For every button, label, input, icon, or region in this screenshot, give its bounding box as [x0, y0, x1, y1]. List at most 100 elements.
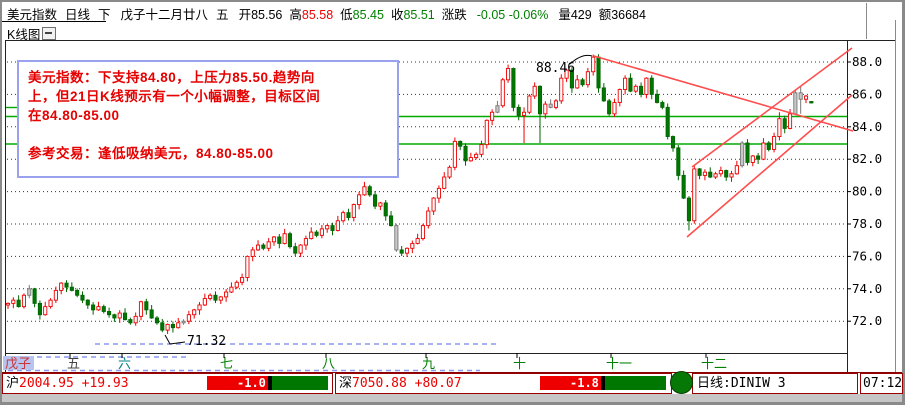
x-axis-label[interactable]: 十二	[701, 356, 727, 371]
candle[interactable]	[181, 319, 186, 325]
candle[interactable]	[506, 64, 511, 83]
candle[interactable]	[436, 185, 441, 203]
candle[interactable]	[782, 115, 787, 134]
candle[interactable]	[713, 171, 718, 179]
candle[interactable]	[676, 144, 681, 181]
candle[interactable]	[644, 77, 649, 99]
candle[interactable]	[101, 304, 106, 314]
candle[interactable]	[75, 288, 80, 298]
candle[interactable]	[314, 230, 319, 238]
candle[interactable]	[213, 291, 218, 304]
candle[interactable]	[394, 223, 399, 252]
candle[interactable]	[809, 101, 814, 104]
candle[interactable]	[543, 101, 548, 119]
candle[interactable]	[53, 286, 58, 304]
candle[interactable]	[521, 107, 527, 143]
candle[interactable]	[601, 83, 606, 102]
candle[interactable]	[575, 74, 580, 89]
candle[interactable]	[729, 170, 734, 182]
candle[interactable]	[495, 100, 500, 114]
candle[interactable]	[580, 77, 585, 87]
candle[interactable]	[793, 89, 798, 115]
candle[interactable]	[686, 196, 692, 231]
candle[interactable]	[43, 301, 48, 316]
candle[interactable]	[160, 318, 165, 333]
candle[interactable]	[21, 293, 27, 309]
candle[interactable]	[117, 310, 122, 323]
candle[interactable]	[607, 98, 612, 116]
candle[interactable]	[240, 273, 245, 286]
candle[interactable]	[734, 160, 739, 175]
candle[interactable]	[532, 82, 537, 99]
candle[interactable]	[224, 289, 229, 302]
candle[interactable]	[718, 166, 723, 177]
candle[interactable]	[670, 135, 676, 152]
candle[interactable]	[426, 207, 431, 229]
candle[interactable]	[516, 104, 521, 121]
candle[interactable]	[474, 152, 479, 160]
candle[interactable]	[596, 54, 601, 93]
candle[interactable]	[64, 280, 69, 293]
candle[interactable]	[319, 224, 324, 239]
candle[interactable]	[410, 240, 415, 254]
x-axis-label[interactable]: 八	[322, 356, 335, 371]
candle[interactable]	[192, 308, 197, 319]
candle[interactable]	[548, 99, 553, 109]
candle[interactable]	[330, 222, 335, 236]
candle[interactable]	[37, 300, 42, 320]
x-axis-label[interactable]: 六	[118, 356, 131, 371]
candle[interactable]	[293, 242, 298, 257]
candle[interactable]	[16, 295, 21, 308]
candle[interactable]	[85, 299, 90, 309]
x-axis-label[interactable]: 九	[422, 356, 435, 371]
x-axis-label[interactable]: 戊子	[5, 356, 31, 371]
candle[interactable]	[27, 284, 32, 299]
candle[interactable]	[479, 140, 484, 158]
candle[interactable]	[234, 280, 239, 290]
candle[interactable]	[229, 282, 234, 294]
candle[interactable]	[484, 119, 489, 149]
candle[interactable]	[107, 307, 112, 318]
candle[interactable]	[798, 86, 803, 114]
collapse-icon[interactable]	[42, 27, 56, 40]
candle[interactable]	[378, 201, 383, 211]
candle[interactable]	[5, 302, 11, 309]
candle[interactable]	[708, 167, 713, 178]
candle[interactable]	[250, 247, 255, 262]
price-annotation[interactable]: 88.46	[536, 61, 575, 76]
candle[interactable]	[11, 297, 16, 309]
candle[interactable]	[335, 215, 340, 232]
candle[interactable]	[633, 84, 638, 94]
candle[interactable]	[298, 244, 303, 258]
candle[interactable]	[32, 287, 37, 308]
candle[interactable]	[170, 321, 175, 333]
candle[interactable]	[420, 223, 426, 241]
candle[interactable]	[490, 109, 495, 126]
x-axis-label[interactable]: 五	[67, 356, 80, 371]
candle[interactable]	[511, 67, 516, 112]
candle[interactable]	[197, 302, 202, 315]
trendline[interactable]	[686, 94, 853, 238]
candle[interactable]	[186, 310, 191, 325]
candle[interactable]	[500, 77, 505, 108]
candle[interactable]	[362, 181, 367, 196]
candle[interactable]	[357, 191, 362, 210]
trendline[interactable]	[691, 47, 853, 168]
candle[interactable]	[367, 184, 372, 197]
candle[interactable]	[654, 89, 660, 104]
candle[interactable]	[351, 203, 356, 222]
candle[interactable]	[245, 255, 250, 282]
candle[interactable]	[133, 312, 138, 326]
candle[interactable]	[777, 112, 782, 141]
candle[interactable]	[772, 132, 777, 153]
candle[interactable]	[404, 247, 410, 258]
candle[interactable]	[740, 141, 745, 168]
candle[interactable]	[255, 240, 261, 251]
candle[interactable]	[553, 98, 559, 110]
candle[interactable]	[766, 141, 771, 152]
candle[interactable]	[287, 231, 293, 249]
candle[interactable]	[612, 98, 617, 117]
candle[interactable]	[639, 82, 644, 98]
candle[interactable]	[431, 197, 436, 215]
candle[interactable]	[346, 208, 351, 221]
